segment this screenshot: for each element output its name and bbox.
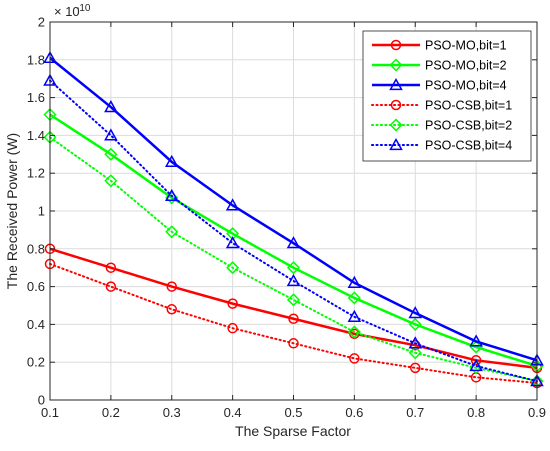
legend-marker xyxy=(390,39,402,51)
data-point xyxy=(288,338,299,349)
x-tick-label: 0.8 xyxy=(467,405,485,420)
y-tick-label: 1.8 xyxy=(27,52,45,67)
series-line xyxy=(49,262,538,384)
data-point xyxy=(227,322,238,334)
data-point xyxy=(469,334,483,347)
data-point xyxy=(470,355,482,366)
x-tick-label: 0.2 xyxy=(102,405,120,420)
series-1 xyxy=(44,243,543,374)
data-point xyxy=(408,306,423,319)
y-tick-label: 0.6 xyxy=(27,279,45,294)
y-tick-label: 1.2 xyxy=(27,166,45,181)
grid-lines xyxy=(50,22,537,400)
y-tick-label: 1.6 xyxy=(27,90,45,105)
y-tick-label: 1 xyxy=(38,204,45,219)
series-line xyxy=(49,113,538,368)
data-point xyxy=(347,275,362,288)
y-tick-label: 0 xyxy=(38,393,45,408)
data-point xyxy=(286,273,301,287)
data-point xyxy=(408,317,422,331)
data-point xyxy=(225,236,240,249)
data-point xyxy=(408,346,422,360)
x-tick-label: 0.6 xyxy=(345,405,363,420)
data-point xyxy=(347,309,362,322)
data-point xyxy=(347,291,361,305)
data-point xyxy=(164,188,179,202)
legend-label: PSO-MO,bit=1 xyxy=(425,39,507,53)
data-point xyxy=(166,304,177,315)
data-point xyxy=(469,358,483,372)
y-tick-label: 2 xyxy=(38,15,45,30)
y-tick-label: 0.2 xyxy=(27,355,45,370)
y-axis-title: The Received Power (W) xyxy=(4,133,20,289)
series-line xyxy=(49,247,538,370)
legend-box xyxy=(362,30,532,162)
legend-label: PSO-MO,bit=2 xyxy=(425,59,507,73)
series-layer xyxy=(43,50,544,389)
legend-entry: PSO-MO,bit=1 xyxy=(372,39,507,53)
data-point xyxy=(286,261,301,275)
y-tick-label: 1.4 xyxy=(27,128,45,143)
legend-marker xyxy=(390,99,402,111)
x-axis-title: The Sparse Factor xyxy=(235,423,351,439)
data-point xyxy=(104,174,118,188)
data-point xyxy=(166,281,177,292)
y-exponent-power: -10 xyxy=(76,3,91,14)
x-tick-label: 0.1 xyxy=(41,405,59,420)
data-point xyxy=(408,336,423,349)
y-tick-label: 0.4 xyxy=(27,317,45,332)
legend-label: PSO-CSB,bit=2 xyxy=(425,119,512,133)
legend: PSO-MO,bit=1 PSO-MO,bit=2 PSO-MO,bit=4 PSO-… xyxy=(362,30,532,162)
series-3 xyxy=(43,50,544,366)
data-point xyxy=(349,353,360,364)
data-point xyxy=(288,313,299,324)
x-tick-label: 0.7 xyxy=(406,405,424,420)
data-point xyxy=(410,362,421,374)
legend-entry: PSO-CSB,bit=2 xyxy=(371,118,512,133)
legend-marker xyxy=(389,118,403,132)
legend-marker xyxy=(389,137,403,151)
x-tick-label: 0.3 xyxy=(163,405,181,420)
legend-entry: PSO-CSB,bit=1 xyxy=(371,99,512,113)
data-point xyxy=(104,147,118,161)
data-point xyxy=(165,225,179,239)
legend-entry: PSO-MO,bit=2 xyxy=(372,58,507,73)
data-point xyxy=(105,281,117,292)
data-point xyxy=(226,261,240,275)
legend-marker xyxy=(389,77,403,91)
data-point xyxy=(164,154,179,168)
x-tick-label: 0.9 xyxy=(528,405,546,420)
x-tick-label: 0.5 xyxy=(284,405,302,420)
axis-ticks xyxy=(49,21,538,401)
data-point xyxy=(286,236,301,249)
data-point xyxy=(226,227,240,241)
series-line xyxy=(49,79,538,383)
x-tick-label: 0.4 xyxy=(224,405,242,420)
data-point xyxy=(104,128,118,141)
data-point xyxy=(227,298,238,309)
legend-label: PSO-CSB,bit=4 xyxy=(425,139,512,153)
legend-entry: PSO-MO,bit=4 xyxy=(372,77,507,93)
series-line xyxy=(49,56,538,362)
data-point xyxy=(105,262,117,273)
series-line xyxy=(49,136,538,383)
y-exponent-base: × 10 xyxy=(54,4,80,19)
data-point xyxy=(347,325,361,339)
data-point xyxy=(104,100,118,113)
data-point xyxy=(225,198,240,211)
tick-labels: 0.1 0.2 0.3 0.4 0.5 0.6 0.7 0.8 0.9 0 0.2 0.4 0.6 0.8… xyxy=(27,15,546,421)
data-point xyxy=(286,293,301,307)
legend-label: PSO-MO,bit=4 xyxy=(425,79,507,93)
legend-label: PSO-CSB,bit=1 xyxy=(425,99,512,113)
legend-entry: PSO-CSB,bit=4 xyxy=(371,137,512,153)
y-tick-label: 0.8 xyxy=(27,241,45,256)
legend-marker xyxy=(389,58,403,72)
